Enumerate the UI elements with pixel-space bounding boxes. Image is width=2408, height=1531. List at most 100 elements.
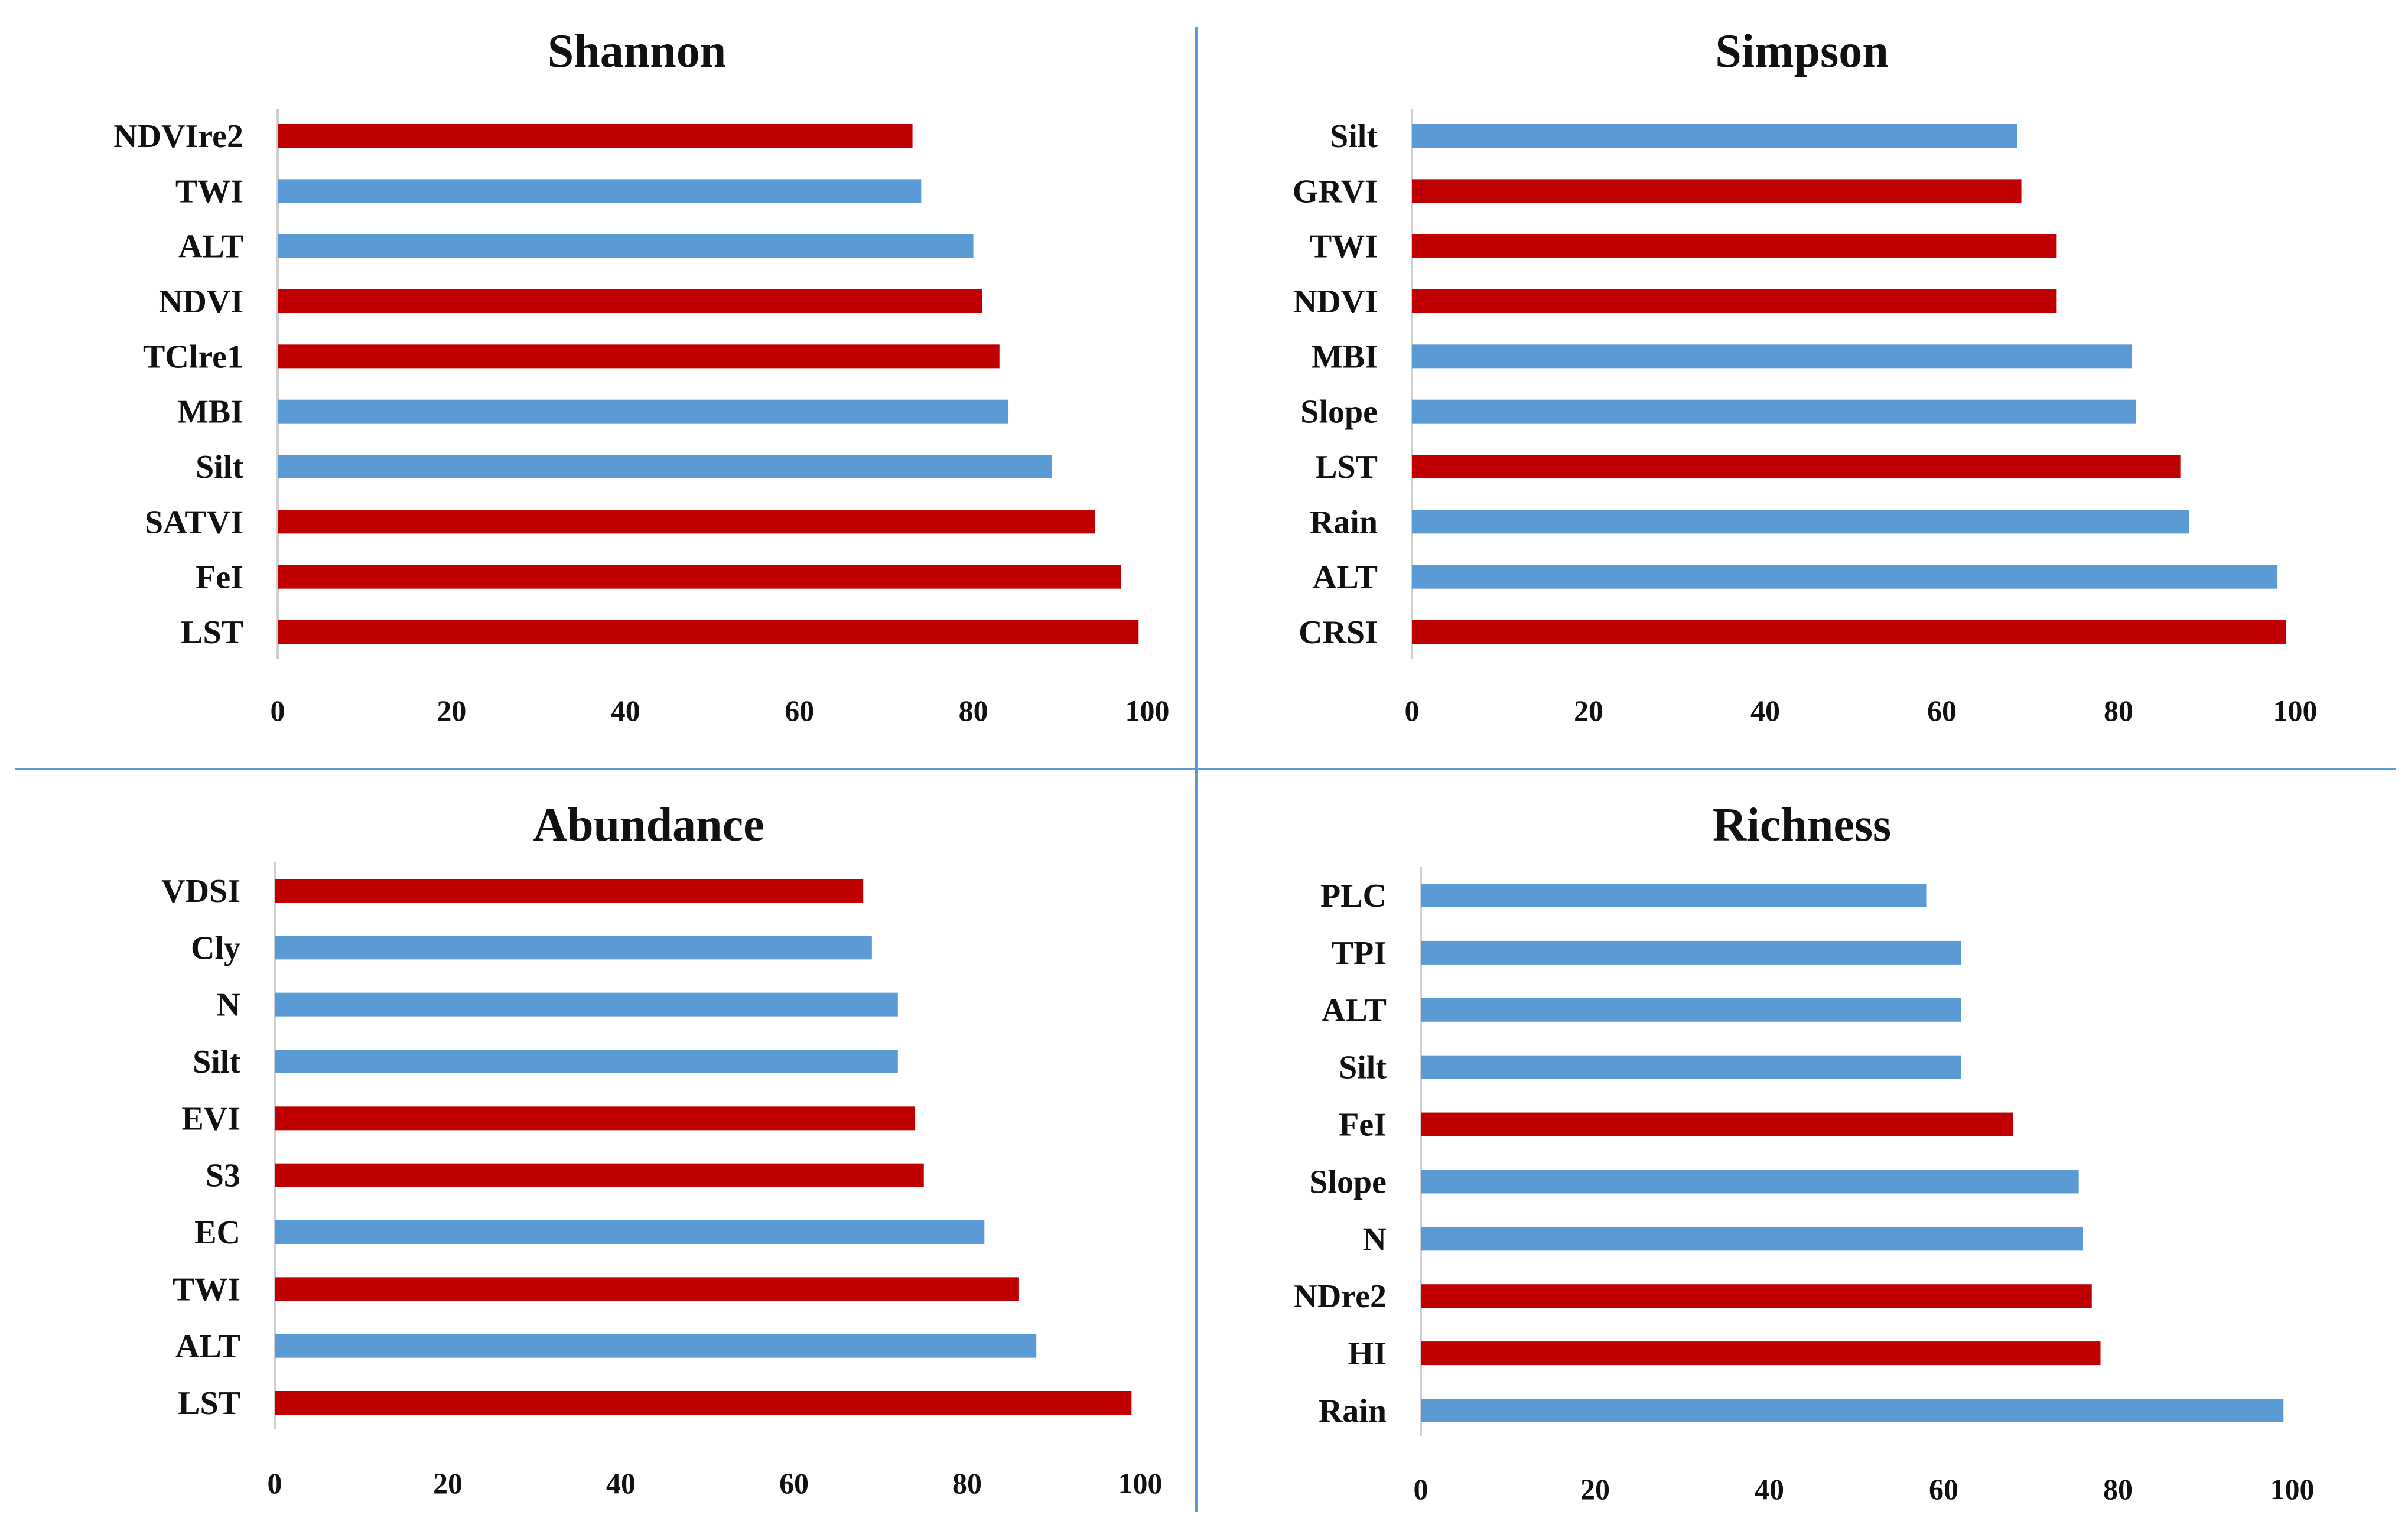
richness-bar-slope	[1421, 1170, 2079, 1194]
richness-label-tpi: TPI	[1332, 935, 1387, 972]
simpson-bar-mbi	[1412, 344, 2132, 369]
abundance-x-tick-80: 80	[952, 1467, 982, 1500]
richness-bar-fei	[1421, 1112, 2013, 1136]
shannon-label-ndvi: NDVI	[159, 284, 243, 320]
richness-label-slope: Slope	[1309, 1164, 1387, 1200]
shannon-label-mbi: MBI	[177, 394, 243, 431]
abundance-bar-ec	[275, 1220, 985, 1244]
richness-label-hi: HI	[1348, 1335, 1387, 1372]
shannon-bar-satvi	[278, 510, 1095, 534]
abundance-label-cly: Cly	[191, 930, 240, 966]
simpson-bar-lst	[1412, 455, 2181, 478]
richness-bar-hi	[1421, 1341, 2101, 1366]
shannon-label-twi: TWI	[175, 173, 243, 210]
shannon-label-alt: ALT	[178, 229, 243, 265]
abundance-x-tick-20: 20	[433, 1467, 463, 1500]
simpson-bar-ndvi	[1412, 289, 2057, 313]
richness-bar-n	[1421, 1227, 2083, 1251]
abundance-label-ec: EC	[194, 1214, 240, 1251]
simpson-x-tick-80: 80	[2104, 694, 2133, 727]
richness-x-tick-60: 60	[1929, 1473, 1958, 1506]
shannon-panel: Shannon NDVIre2 TWI ALT NDVI TClre1 MBI Silt SAT…	[113, 25, 1169, 727]
shannon-x-tick-0: 0	[271, 694, 285, 727]
simpson-label-crsi: CRSI	[1299, 614, 1378, 651]
simpson-label-twi: TWI	[1310, 229, 1378, 265]
shannon-x-tick-20: 20	[437, 694, 466, 727]
simpson-bar-slope	[1412, 399, 2136, 424]
shannon-x-tick-40: 40	[611, 694, 640, 727]
simpson-label-slope: Slope	[1300, 394, 1378, 431]
simpson-bar-silt	[1412, 124, 2017, 148]
richness-label-silt: Silt	[1339, 1050, 1387, 1086]
abundance-label-silt: Silt	[193, 1044, 240, 1080]
simpson-bar-alt	[1412, 565, 2278, 589]
shannon-x-tick-60: 60	[785, 694, 814, 727]
abundance-bar-n	[275, 992, 898, 1017]
simpson-bar-grvi	[1412, 179, 2022, 203]
simpson-x-tick-40: 40	[1750, 694, 1780, 727]
richness-x-tick-40: 40	[1755, 1473, 1784, 1506]
abundance-bar-alt	[275, 1334, 1037, 1358]
richness-label-plc: PLC	[1320, 878, 1387, 914]
simpson-title: Simpson	[1715, 25, 1888, 77]
richness-x-tick-100: 100	[2270, 1473, 2315, 1506]
richness-label-rain: Rain	[1319, 1393, 1387, 1429]
simpson-bar-twi	[1412, 234, 2057, 258]
shannon-bar-alt	[278, 234, 974, 258]
simpson-bar-rain	[1412, 510, 2189, 534]
shannon-label-fei: FeI	[196, 559, 243, 596]
abundance-label-n: N	[217, 987, 240, 1024]
abundance-label-s3: S3	[206, 1158, 240, 1194]
simpson-x-tick-100: 100	[2273, 694, 2318, 727]
richness-x-tick-20: 20	[1580, 1473, 1610, 1506]
simpson-label-silt: Silt	[1330, 118, 1378, 155]
abundance-title: Abundance	[533, 799, 764, 851]
simpson-label-alt: ALT	[1313, 559, 1378, 596]
abundance-bar-cly	[275, 936, 872, 960]
shannon-bar-ndvire2	[278, 124, 913, 148]
simpson-x-tick-20: 20	[1574, 694, 1603, 727]
abundance-label-evi: EVI	[181, 1100, 240, 1137]
simpson-label-grvi: GRVI	[1293, 173, 1378, 210]
shannon-bar-silt	[278, 455, 1052, 478]
shannon-x-tick-80: 80	[959, 694, 988, 727]
shannon-bar-fei	[278, 565, 1121, 589]
abundance-label-lst: LST	[178, 1385, 240, 1422]
abundance-bar-silt	[275, 1050, 898, 1073]
shannon-bar-tclre1	[278, 344, 1000, 369]
richness-bar-alt	[1421, 998, 1961, 1022]
simpson-label-ndvi: NDVI	[1293, 284, 1378, 320]
shannon-bar-twi	[278, 179, 922, 203]
abundance-bar-s3	[275, 1163, 924, 1187]
simpson-label-lst: LST	[1315, 449, 1378, 486]
shannon-label-silt: Silt	[196, 449, 243, 486]
shannon-bar-lst	[278, 620, 1139, 644]
abundance-label-twi: TWI	[173, 1271, 240, 1308]
simpson-panel: Simpson Silt GRVI TWI NDVI MBI Slope LST Rain ALT…	[1293, 25, 2318, 727]
richness-bar-rain	[1421, 1399, 2284, 1422]
simpson-x-tick-60: 60	[1927, 694, 1957, 727]
abundance-bar-evi	[275, 1106, 916, 1131]
abundance-bar-vdsi	[275, 879, 864, 903]
simpson-label-rain: Rain	[1310, 504, 1378, 540]
richness-x-tick-80: 80	[2103, 1473, 2133, 1506]
abundance-x-tick-0: 0	[268, 1467, 282, 1500]
shannon-label-ndvire2: NDVIre2	[113, 118, 243, 155]
shannon-x-tick-100: 100	[1125, 694, 1170, 727]
richness-label-alt: ALT	[1322, 992, 1387, 1029]
richness-label-n: N	[1363, 1221, 1387, 1258]
simpson-label-mbi: MBI	[1312, 338, 1378, 375]
abundance-label-alt: ALT	[175, 1328, 240, 1365]
abundance-bar-twi	[275, 1277, 1019, 1301]
richness-label-fei: FeI	[1339, 1107, 1387, 1144]
abundance-x-tick-100: 100	[1118, 1467, 1163, 1500]
abundance-x-tick-60: 60	[779, 1467, 809, 1500]
abundance-x-tick-40: 40	[606, 1467, 636, 1500]
shannon-bar-ndvi	[278, 289, 982, 313]
shannon-label-lst: LST	[181, 614, 243, 651]
richness-bar-plc	[1421, 884, 1927, 907]
richness-bar-silt	[1421, 1055, 1961, 1079]
shannon-title: Shannon	[548, 25, 726, 77]
richness-panel: Richness PLC TPI ALT Silt FeI Slope N NDre2 HI Rai…	[1293, 799, 2314, 1506]
